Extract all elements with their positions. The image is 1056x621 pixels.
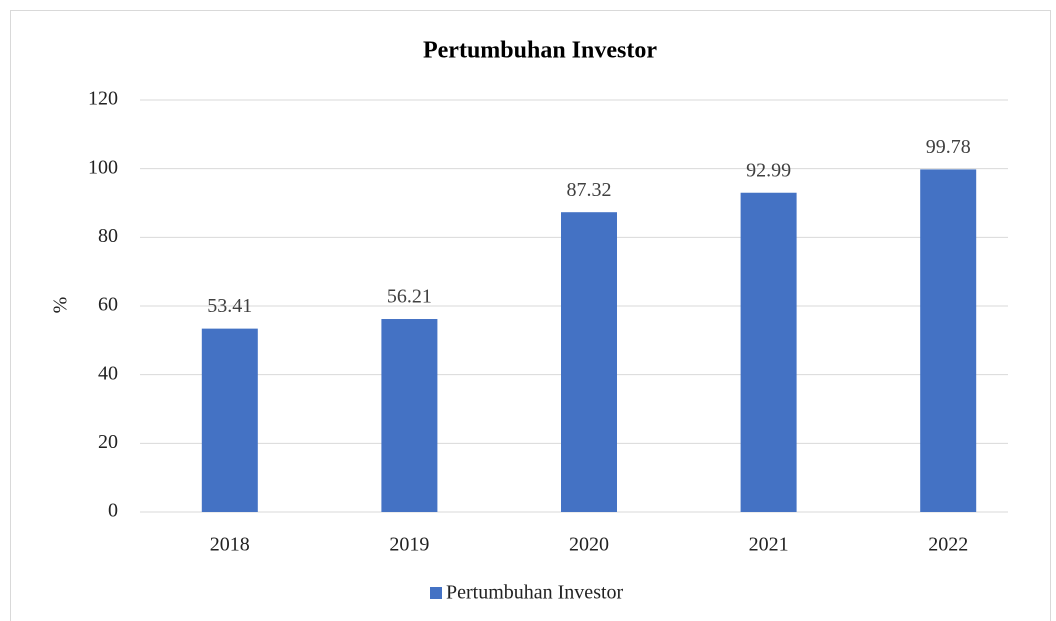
x-tick-label: 2018 — [210, 534, 250, 556]
data-label: 56.21 — [387, 286, 432, 308]
x-tick-label: 2021 — [749, 534, 789, 556]
y-tick-label: 60 — [98, 294, 118, 316]
y-axis-label: % — [50, 297, 72, 314]
chart-border — [10, 10, 1051, 621]
data-label: 87.32 — [567, 179, 612, 201]
bar — [920, 169, 977, 512]
y-tick-label: 0 — [108, 500, 118, 522]
x-tick-label: 2022 — [928, 534, 968, 556]
y-tick-label: 80 — [98, 225, 118, 247]
y-tick-label: 40 — [98, 362, 118, 384]
y-tick-label: 100 — [88, 156, 118, 178]
bar — [561, 212, 617, 512]
chart-title: Pertumbuhan Investor — [423, 38, 657, 64]
x-tick-label: 2020 — [569, 534, 609, 556]
x-tick-label: 2019 — [389, 534, 429, 556]
data-label: 53.41 — [207, 295, 252, 317]
legend-swatch — [430, 587, 442, 599]
y-tick-label: 20 — [98, 431, 118, 453]
y-tick-label: 120 — [88, 88, 118, 110]
data-label: 99.78 — [926, 136, 971, 158]
bar — [201, 328, 258, 512]
bar — [740, 192, 797, 513]
bar — [381, 319, 438, 512]
data-label: 92.99 — [746, 159, 791, 181]
legend-label: Pertumbuhan Investor — [446, 582, 624, 604]
